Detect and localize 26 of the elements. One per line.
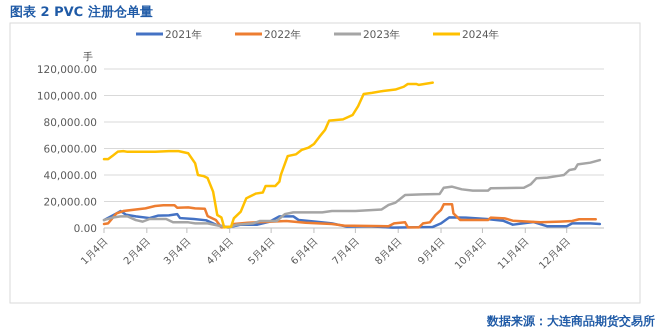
x-tick-label: 6月4日 (289, 236, 320, 268)
y-tick-label: 60,000.00 (44, 144, 97, 156)
y-tick-label: 100,000.00 (36, 90, 97, 102)
legend-label: 2022年 (264, 29, 302, 41)
x-tick-label: 5月4日 (246, 236, 278, 268)
y-tick-label: 0.00 (74, 223, 97, 235)
legend-label: 2021年 (165, 29, 203, 41)
x-tick-label: 10月4日 (453, 236, 489, 272)
x-tick-label: 9月4日 (416, 236, 448, 268)
y-tick-label: 20,000.00 (44, 196, 97, 208)
y-tick-label: 80,000.00 (44, 117, 97, 129)
x-tick-label: 4月4日 (204, 236, 236, 268)
legend-label: 2024年 (462, 29, 500, 41)
x-tick-label: 8月4日 (373, 236, 404, 268)
y-axis-title: 手 (83, 51, 93, 63)
title: 图表 2 PVC 注册仓单量 (10, 5, 153, 20)
source-note: 数据来源：大连商品期货交易所 (486, 314, 655, 328)
x-tick-label: 2月4日 (122, 236, 153, 268)
x-tick-label: 3月4日 (162, 236, 193, 268)
x-tick-label: 12月4日 (537, 236, 573, 272)
x-tick-label: 7月4日 (330, 236, 362, 268)
y-tick-label: 120,000.00 (36, 64, 97, 76)
legend-label: 2023年 (363, 29, 401, 41)
y-tick-label: 40,000.00 (44, 170, 97, 182)
x-tick-label: 1月4日 (79, 236, 110, 268)
x-tick-label: 11月4日 (496, 236, 532, 272)
